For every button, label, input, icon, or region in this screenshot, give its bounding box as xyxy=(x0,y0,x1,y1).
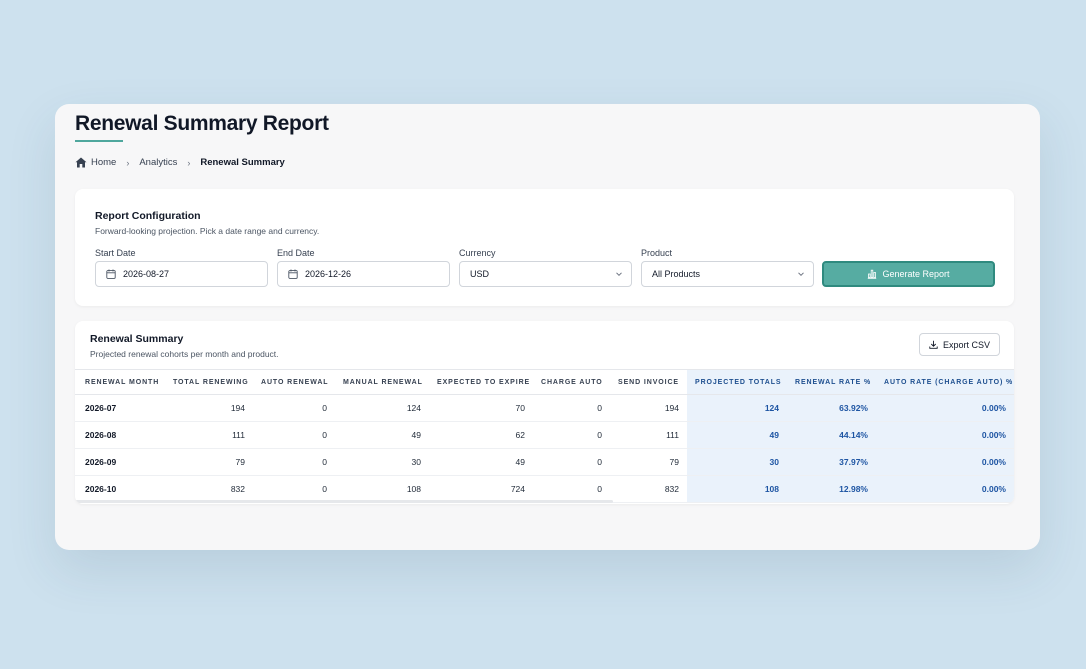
breadcrumb-home[interactable]: Home xyxy=(75,157,116,168)
column-header[interactable]: Manual Renewal xyxy=(335,369,429,395)
breadcrumb: Home › Analytics › Renewal Summary xyxy=(75,157,285,168)
table-cell: 2026-07 xyxy=(75,394,165,422)
table-cell: 0.00% xyxy=(876,394,1014,422)
table-cell: 0 xyxy=(533,475,610,503)
table-row: 2026-09 79 0 30 49 0 79 30 37.97% 0.00% xyxy=(75,448,1014,476)
table-cell: 2026-10 xyxy=(75,475,165,503)
column-header[interactable]: Expected to Expire xyxy=(429,369,533,395)
table-cell: 70 xyxy=(429,394,533,422)
table-row: 2026-07 194 0 124 70 0 194 124 63.92% 0.… xyxy=(75,394,1014,422)
table-cell: 832 xyxy=(165,475,253,503)
start-date-input[interactable]: 2026-08-27 xyxy=(95,261,268,287)
chevron-right-icon: › xyxy=(187,157,191,168)
home-icon xyxy=(75,157,87,168)
currency-label: Currency xyxy=(459,248,496,258)
config-subtitle: Forward-looking projection. Pick a date … xyxy=(95,226,320,236)
report-card: Renewal Summary Report Home › Analytics … xyxy=(55,104,1040,550)
table-row: 2026-10 832 0 108 724 0 832 108 12.98% 0… xyxy=(75,475,1014,503)
table-cell: 79 xyxy=(610,448,687,476)
title-underline xyxy=(75,140,123,142)
column-header[interactable]: Auto Rate (Charge Auto) % xyxy=(876,369,1014,395)
table-cell: 108 xyxy=(335,475,429,503)
renewal-summary-panel: Renewal Summary Projected renewal cohort… xyxy=(75,321,1014,504)
table-header-row: Renewal Month Total Renewing Auto Renewa… xyxy=(75,369,1014,395)
start-date-value: 2026-08-27 xyxy=(123,269,170,279)
renewal-summary-table: Renewal Month Total Renewing Auto Renewa… xyxy=(75,369,1014,503)
table-cell: 124 xyxy=(335,394,429,422)
table-cell: 124 xyxy=(687,394,787,422)
table-cell: 49 xyxy=(687,421,787,449)
table-cell: 30 xyxy=(687,448,787,476)
column-header[interactable]: Renewal Rate % xyxy=(787,369,876,395)
column-header[interactable]: Charge Auto xyxy=(533,369,610,395)
export-csv-label: Export CSV xyxy=(942,339,991,350)
table-cell: 79 xyxy=(165,448,253,476)
table-cell: 194 xyxy=(165,394,253,422)
column-header[interactable]: Total Renewing xyxy=(165,369,253,395)
product-value: All Products xyxy=(652,269,701,279)
end-date-value: 2026-12-26 xyxy=(305,269,352,279)
breadcrumb-current: Renewal Summary xyxy=(200,157,285,168)
table-cell: 724 xyxy=(429,475,533,503)
table-cell: 0 xyxy=(253,394,335,422)
table-cell: 0 xyxy=(533,421,610,449)
bar-chart-icon xyxy=(868,269,877,279)
table-cell: 30 xyxy=(335,448,429,476)
download-icon xyxy=(929,340,938,349)
table-cell: 108 xyxy=(687,475,787,503)
table-cell: 37.97% xyxy=(787,448,876,476)
table-cell: 0.00% xyxy=(876,448,1014,476)
column-header[interactable]: Auto Renewal xyxy=(253,369,335,395)
report-configuration-panel: Report Configuration Forward-looking pro… xyxy=(75,189,1014,306)
table-cell: 44.14% xyxy=(787,421,876,449)
horizontal-scrollbar[interactable] xyxy=(75,500,613,503)
generate-report-button[interactable]: Generate Report xyxy=(822,261,995,287)
table-cell: 111 xyxy=(165,421,253,449)
currency-value: USD xyxy=(470,269,490,279)
generate-report-label: Generate Report xyxy=(882,269,950,279)
breadcrumb-analytics[interactable]: Analytics xyxy=(139,157,178,168)
table-cell: 49 xyxy=(335,421,429,449)
chevron-down-icon xyxy=(798,272,804,277)
table-cell: 62 xyxy=(429,421,533,449)
table-cell: 0 xyxy=(253,475,335,503)
calendar-icon xyxy=(106,269,116,279)
table-cell: 0 xyxy=(253,448,335,476)
product-label: Product xyxy=(641,248,673,258)
end-date-label: End Date xyxy=(277,248,315,258)
table-cell: 194 xyxy=(610,394,687,422)
summary-title: Renewal Summary xyxy=(90,333,184,345)
currency-select[interactable]: USD xyxy=(459,261,632,287)
calendar-icon xyxy=(288,269,298,279)
chevron-down-icon xyxy=(616,272,622,277)
table-cell: 0.00% xyxy=(876,421,1014,449)
column-header[interactable]: Send Invoice xyxy=(610,369,687,395)
export-csv-button[interactable]: Export CSV xyxy=(919,333,1000,356)
table-row: 2026-08 111 0 49 62 0 111 49 44.14% 0.00… xyxy=(75,421,1014,449)
table-cell: 0 xyxy=(533,448,610,476)
config-title: Report Configuration xyxy=(95,210,201,222)
chevron-right-icon: › xyxy=(126,157,130,168)
summary-subtitle: Projected renewal cohorts per month and … xyxy=(90,349,279,359)
table-cell: 2026-09 xyxy=(75,448,165,476)
column-header[interactable]: Projected Totals xyxy=(687,369,787,395)
start-date-label: Start Date xyxy=(95,248,136,258)
column-header[interactable]: Renewal Month xyxy=(75,369,165,395)
table-cell: 111 xyxy=(610,421,687,449)
table-cell: 0.00% xyxy=(876,475,1014,503)
table-cell: 49 xyxy=(429,448,533,476)
table-cell: 0 xyxy=(253,421,335,449)
table-cell: 63.92% xyxy=(787,394,876,422)
page-title: Renewal Summary Report xyxy=(75,112,329,135)
product-select[interactable]: All Products xyxy=(641,261,814,287)
table-cell: 2026-08 xyxy=(75,421,165,449)
end-date-input[interactable]: 2026-12-26 xyxy=(277,261,450,287)
breadcrumb-home-label: Home xyxy=(91,157,117,168)
table-cell: 0 xyxy=(533,394,610,422)
table-cell: 832 xyxy=(610,475,687,503)
table-cell: 12.98% xyxy=(787,475,876,503)
